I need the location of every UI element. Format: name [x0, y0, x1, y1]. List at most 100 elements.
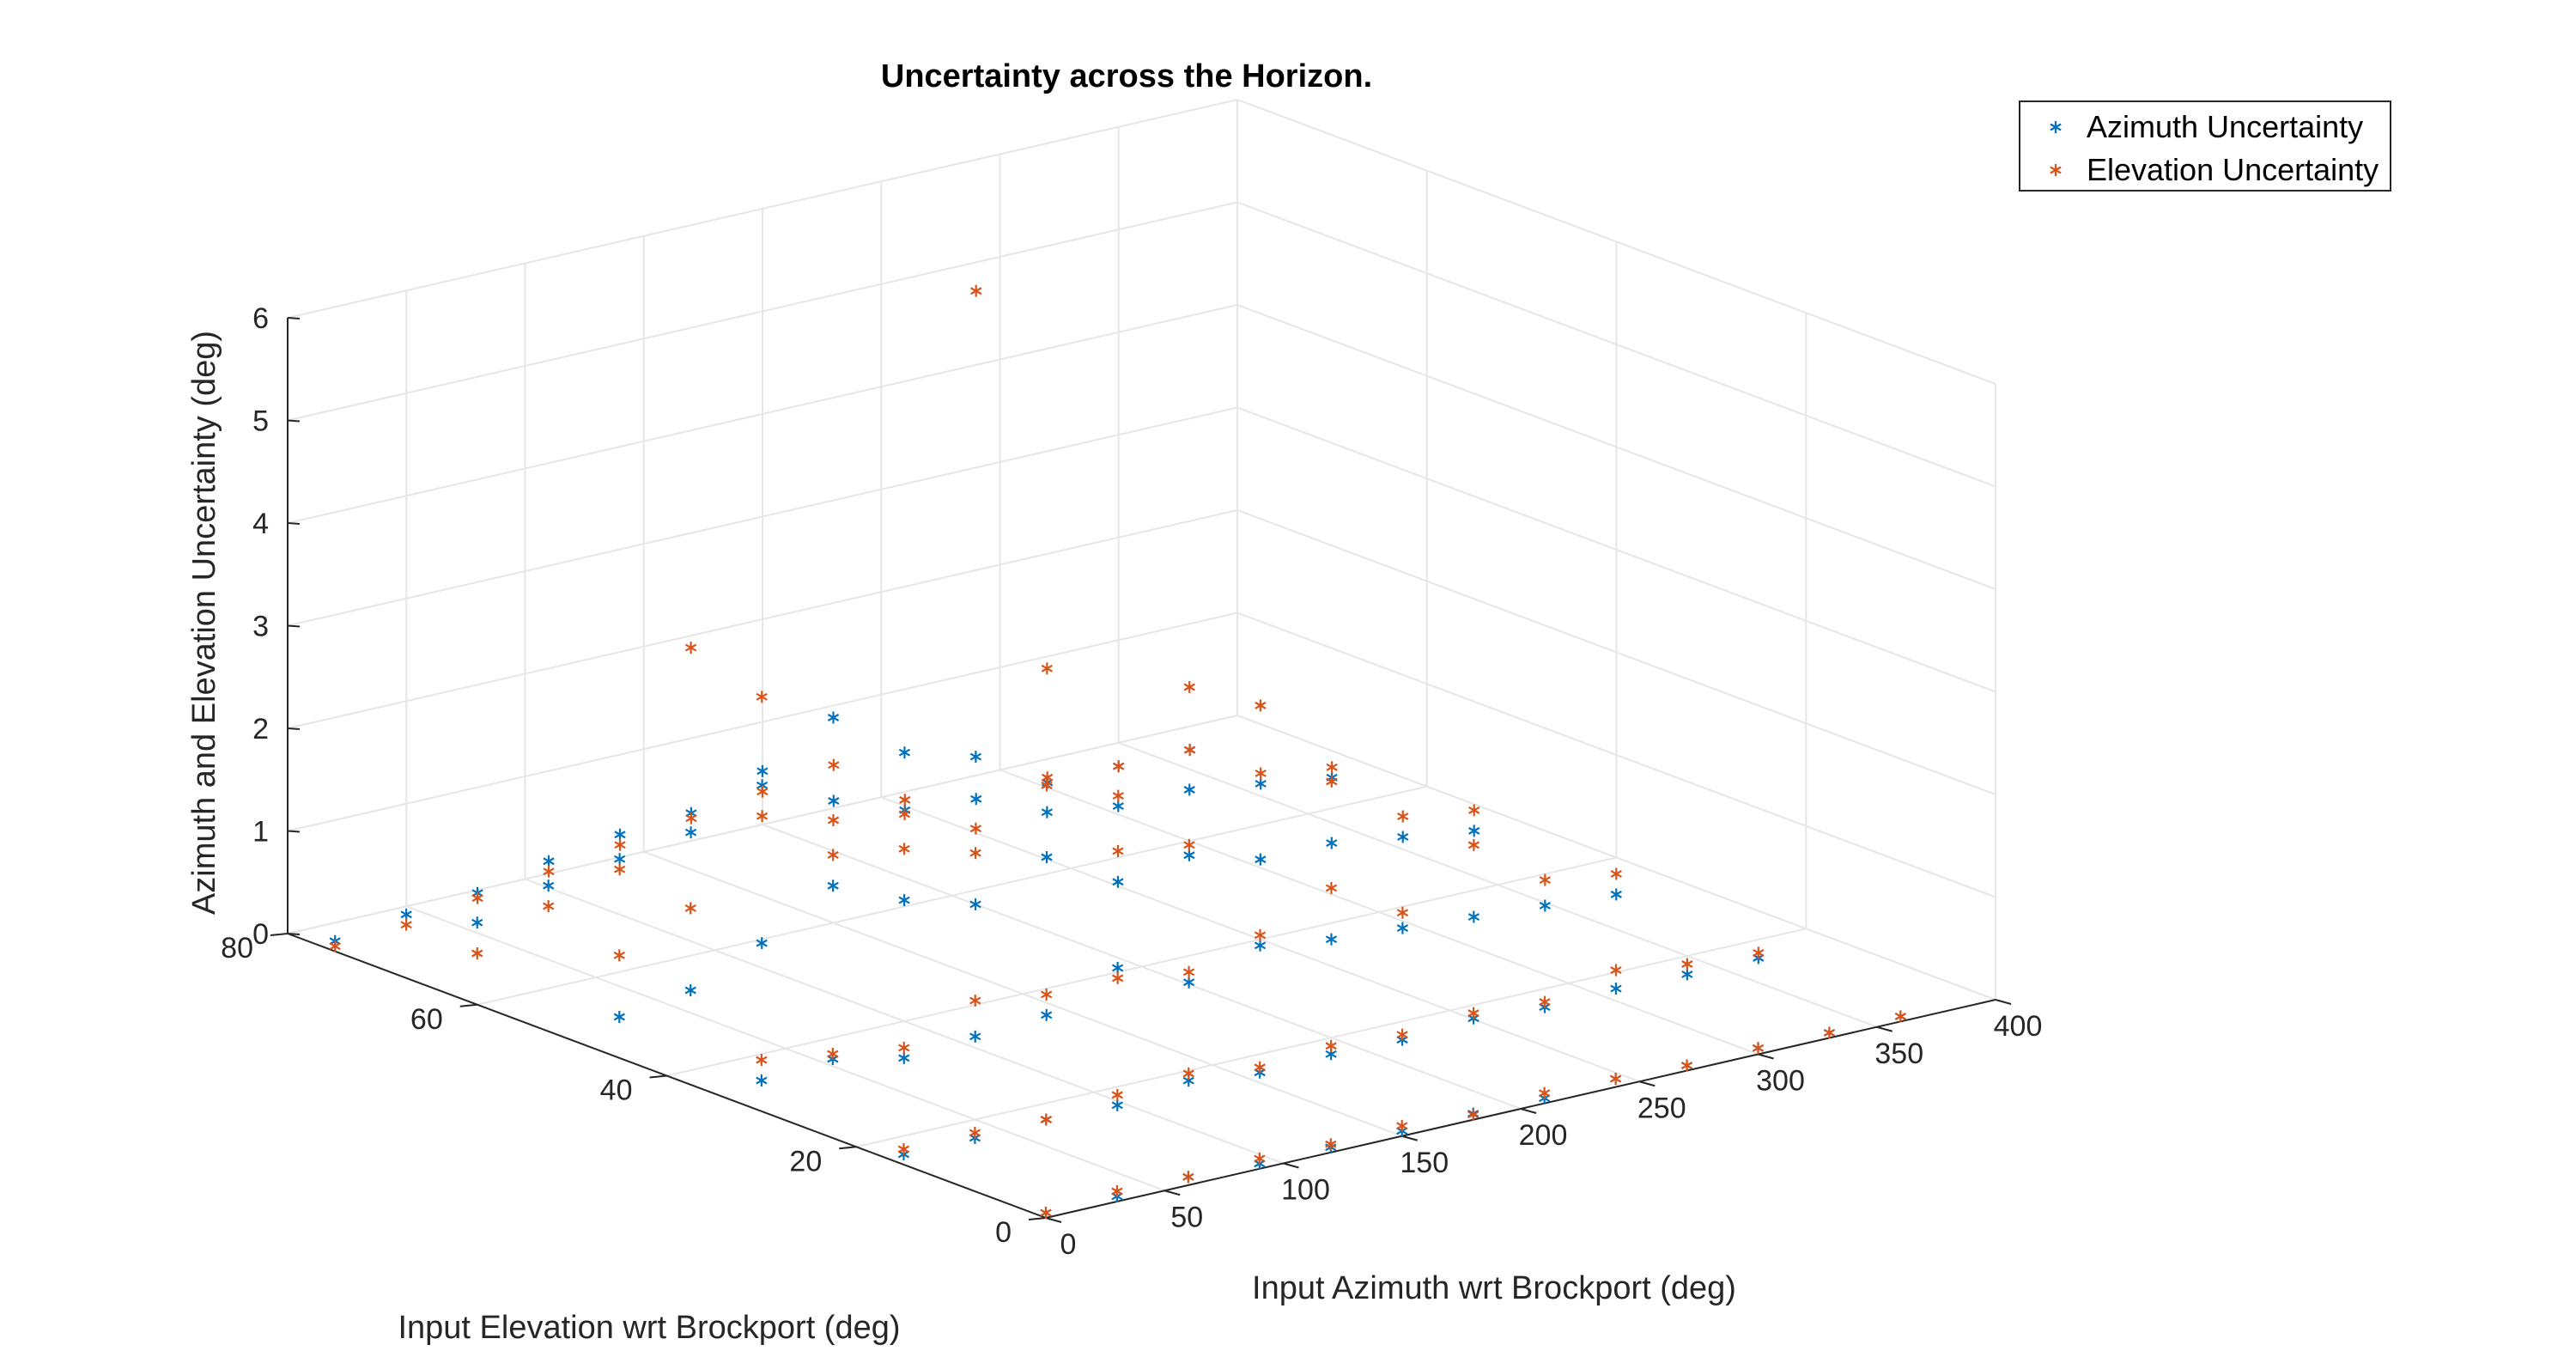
elevation-uncertainty-point: [1254, 928, 1267, 941]
z-tick-mark: [287, 727, 301, 730]
legend: Azimuth Uncertainty Elevation Uncertaint…: [2019, 100, 2391, 192]
elevation-uncertainty-point: [1610, 867, 1622, 880]
elevation-uncertainty-point: [1610, 964, 1622, 977]
chart-title: Uncertainty across the Horizon.: [881, 58, 1372, 94]
legend-marker-symbol: [2050, 164, 2062, 176]
elevation-uncertainty-point: [898, 807, 911, 820]
elevation-uncertainty-point: [969, 822, 982, 835]
elevation-uncertainty-point: [897, 1143, 910, 1156]
elevation-uncertainty-point: [827, 849, 839, 861]
right-wall-gridline-z: [1236, 715, 1996, 1001]
back-wall-gridline-z: [287, 406, 1238, 627]
z-tick-mark: [287, 830, 301, 833]
elevation-uncertainty-point: [1397, 810, 1409, 823]
y-tick-label: 60: [410, 1003, 443, 1036]
y-tick-label: 0: [995, 1216, 1012, 1249]
elevation-uncertainty-point: [471, 947, 483, 959]
z-tick-label: 4: [252, 508, 269, 540]
z-tick-label: 3: [252, 611, 269, 643]
elevation-uncertainty-point: [1467, 1007, 1479, 1019]
x-tick-mark: [1520, 1108, 1537, 1114]
floor-gridline-y: [856, 928, 1807, 1148]
legend-marker-symbol: [2050, 121, 2062, 133]
azimuth-uncertainty-point: [1610, 888, 1622, 901]
azimuth-uncertainty-point: [1326, 837, 1338, 849]
elevation-uncertainty-point: [1326, 761, 1338, 774]
right-wall-gridline-z: [1236, 99, 1996, 385]
elevation-uncertainty-point: [1823, 1026, 1836, 1039]
elevation-uncertainty-point: [828, 758, 840, 771]
legend-box: [2019, 100, 2391, 192]
x-tick-label: 100: [1281, 1174, 1330, 1207]
elevation-uncertainty-point: [1894, 1010, 1907, 1023]
right-wall-gridline-z: [1236, 612, 1996, 898]
legend-marker-azimuth: [2050, 121, 2062, 133]
elevation-uncertainty-point: [1325, 881, 1338, 894]
elevation-uncertainty-point: [756, 785, 769, 798]
x-tick-mark: [1283, 1162, 1299, 1169]
elevation-uncertainty-point: [1254, 1061, 1266, 1074]
elevation-uncertainty-point: [1183, 838, 1195, 851]
elevation-uncertainty-point: [827, 814, 840, 826]
azimuth-uncertainty-point: [1111, 961, 1124, 974]
x-tick-label: 50: [1170, 1201, 1203, 1233]
legend-entry-azimuth: Azimuth Uncertainty: [2087, 109, 2363, 144]
elevation-uncertainty-point: [684, 642, 697, 654]
elevation-uncertainty-point: [1182, 1067, 1194, 1080]
elevation-uncertainty-point: [1539, 1086, 1551, 1099]
elevation-uncertainty-point: [1182, 1171, 1194, 1184]
azimuth-uncertainty-point: [827, 711, 840, 724]
azimuth-uncertainty-point: [543, 855, 555, 867]
elevation-uncertainty-point: [756, 810, 769, 823]
legend-entry-elevation: Elevation Uncertainty: [2087, 152, 2379, 187]
azimuth-uncertainty-point: [898, 1051, 910, 1064]
y-tick-mark: [270, 933, 289, 936]
elevation-uncertainty-point: [1112, 789, 1124, 802]
elevation-uncertainty-point: [1041, 662, 1053, 675]
azimuth-uncertainty-point: [471, 916, 483, 929]
x-tick-label: 400: [1994, 1010, 2043, 1043]
back-wall-gridline-z: [287, 99, 1238, 319]
azimuth-uncertainty-point: [1041, 1008, 1053, 1021]
azimuth-uncertainty-point: [1041, 851, 1053, 864]
azimuth-uncertainty-point: [1397, 831, 1409, 843]
z-tick-label: 5: [252, 405, 269, 438]
azimuth-uncertainty-point: [1041, 806, 1053, 819]
z-tick-label: 1: [252, 816, 269, 849]
azimuth-uncertainty-point: [756, 1074, 768, 1087]
x-tick-mark: [1876, 1025, 1893, 1032]
azimuth-uncertainty-point: [1255, 853, 1267, 866]
axes: [270, 317, 2012, 1223]
right-wall-gridline-z: [1236, 509, 1996, 795]
azimuth-uncertainty-point: [969, 1030, 981, 1043]
elevation-uncertainty-point: [898, 1041, 910, 1054]
azimuth-uncertainty-point: [1610, 983, 1622, 995]
azimuth-uncertainty-point: [898, 894, 910, 907]
azimuth-uncertainty-point: [613, 1011, 625, 1024]
z-tick-label: 2: [252, 713, 269, 745]
legend-marker-elevation: [2050, 164, 2062, 176]
y-tick-mark: [459, 1003, 477, 1007]
elevation-uncertainty-point: [1326, 775, 1338, 788]
x-tick-label: 250: [1637, 1092, 1686, 1124]
azimuth-uncertainty-point: [970, 793, 982, 806]
elevation-uncertainty-point: [1539, 995, 1551, 1008]
azimuth-uncertainty-point: [1468, 825, 1480, 837]
elevation-uncertainty-point: [1681, 958, 1693, 971]
elevation-uncertainty-point: [1040, 1113, 1052, 1126]
z-tick-mark: [287, 419, 301, 423]
azimuth-uncertainty-point: [1254, 939, 1267, 952]
elevation-uncertainty-point: [1680, 1059, 1693, 1072]
back-wall-gridline-z: [287, 201, 1238, 422]
elevation-uncertainty-point: [1396, 1028, 1408, 1041]
y-tick-label: 20: [789, 1145, 822, 1178]
azimuth-uncertainty-point: [827, 879, 839, 892]
elevation-uncertainty-point: [1182, 965, 1195, 978]
elevation-uncertainty-point: [684, 902, 696, 915]
elevation-uncertainty-point: [1467, 838, 1480, 851]
x-tick-mark: [1995, 999, 2012, 1005]
azimuth-uncertainty-point: [400, 908, 412, 921]
elevation-uncertainty-point: [827, 1048, 839, 1061]
